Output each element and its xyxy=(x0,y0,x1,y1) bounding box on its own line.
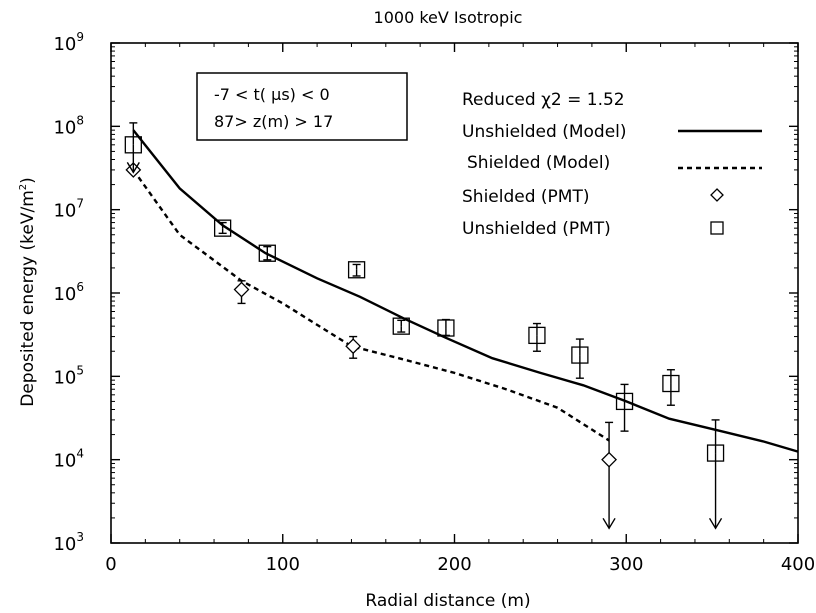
data-point-unshielded-pmt xyxy=(706,419,725,530)
y-tick-label: 107 xyxy=(53,197,84,222)
data-point-unshielded-pmt xyxy=(124,122,142,174)
legend: Reduced χ2 = 1.52 Unshielded (Model) Shi… xyxy=(462,90,762,239)
x-tick-label: 200 xyxy=(437,554,471,575)
marker-square xyxy=(571,346,589,364)
data-point-unshielded-pmt xyxy=(392,317,410,335)
marker-square xyxy=(213,219,232,237)
x-tick-label: 100 xyxy=(266,554,300,575)
upper-limit-arrow xyxy=(602,517,616,530)
legend-label-unshielded-model: Unshielded (Model) xyxy=(462,122,627,142)
series-layer xyxy=(124,122,799,530)
legend-chi2: Reduced χ2 = 1.52 xyxy=(462,90,625,110)
legend-swatch-shielded-pmt xyxy=(710,188,724,202)
upper-limit-arrow xyxy=(126,162,140,174)
x-axis-label: Radial distance (m) xyxy=(365,591,530,611)
series-line-unshielded-model xyxy=(132,129,799,453)
marker-square xyxy=(528,326,546,345)
legend-label-unshielded-pmt: Unshielded (PMT) xyxy=(462,219,611,239)
marker-diamond xyxy=(345,338,362,355)
legend-label-shielded-model: Shielded (Model) xyxy=(467,153,610,173)
x-tick-label: 0 xyxy=(105,554,116,575)
marker-square xyxy=(347,261,366,279)
y-tick-label: 104 xyxy=(53,447,84,472)
legend-label-shielded-pmt: Shielded (PMT) xyxy=(462,187,589,207)
legend-swatch-unshielded-pmt xyxy=(710,221,724,235)
data-point-shielded-pmt xyxy=(233,280,250,305)
x-axis: 0 100 200 300 400 xyxy=(105,43,815,575)
marker-diamond xyxy=(233,281,250,298)
data-point-unshielded-pmt xyxy=(347,261,366,279)
x-tick-label: 300 xyxy=(609,554,643,575)
annotation-frame xyxy=(196,72,408,141)
data-point-unshielded-pmt xyxy=(615,383,634,432)
series-line-shielded-model xyxy=(132,169,610,442)
data-point-unshielded-pmt xyxy=(662,369,680,406)
data-point-unshielded-pmt xyxy=(528,322,546,352)
y-axis-label-main: Deposited energy (keV/m xyxy=(18,190,38,407)
data-point-unshielded-pmt xyxy=(571,338,589,379)
y-tick-label: 106 xyxy=(53,280,84,305)
marker-square xyxy=(124,136,142,154)
data-point-unshielded-pmt xyxy=(213,219,232,237)
annotation-line-1: -7 < t( μs) < 0 xyxy=(214,85,330,104)
upper-limit-arrow xyxy=(708,517,723,530)
marker-square xyxy=(392,317,410,335)
marker-square xyxy=(662,374,680,393)
data-point-unshielded-pmt xyxy=(437,318,455,337)
y-tick-label: 103 xyxy=(53,530,84,555)
y-axis-label-close: ) xyxy=(18,177,38,184)
y-axis-label-superscript: 2 xyxy=(18,184,29,190)
x-tick-label: 400 xyxy=(781,554,815,575)
y-axis: 103 104 105 106 107 108 109 xyxy=(53,30,798,555)
y-tick-label: 109 xyxy=(53,30,84,55)
y-tick-label: 105 xyxy=(53,363,84,388)
marker-square xyxy=(258,244,276,262)
annotation-line-2: 87> z(m) > 17 xyxy=(214,112,333,131)
marker-square xyxy=(437,319,455,337)
data-point-shielded-pmt xyxy=(345,335,362,359)
annotation-box: -7 < t( μs) < 0 87> z(m) > 17 xyxy=(196,72,408,141)
y-axis-label: Deposited energy (keV/m2) xyxy=(18,177,38,407)
y-tick-label: 108 xyxy=(53,113,84,138)
marker-diamond xyxy=(601,451,617,468)
chart-title: 1000 keV Isotropic xyxy=(374,8,523,27)
data-point-unshielded-pmt xyxy=(258,244,276,262)
data-point-shielded-pmt xyxy=(601,421,617,530)
marker-square xyxy=(706,444,725,462)
marker-square xyxy=(615,392,634,411)
